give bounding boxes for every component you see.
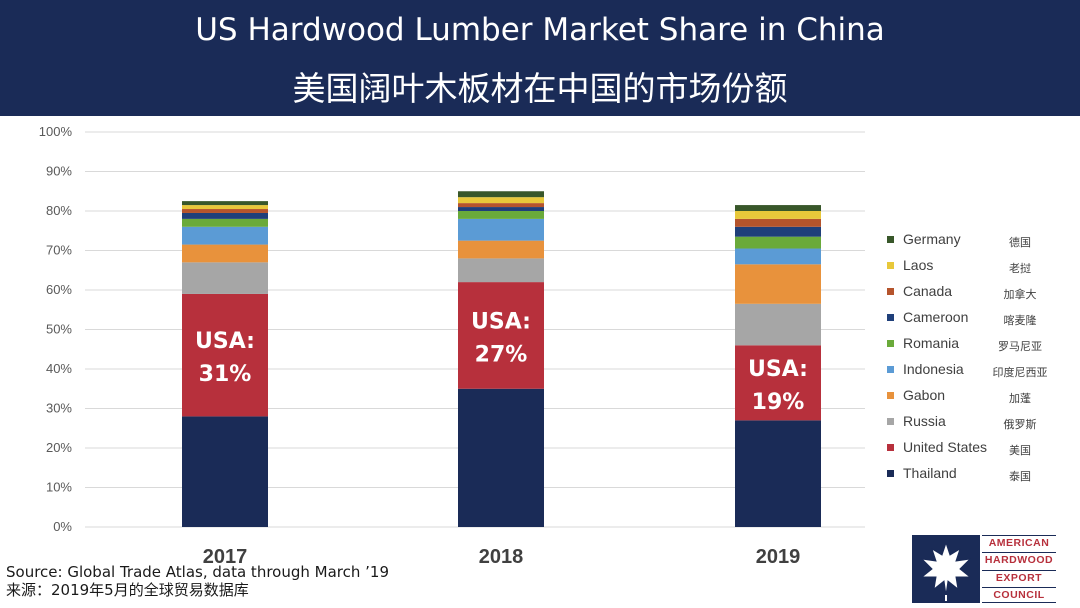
- leaf-logo-icon: [912, 535, 980, 603]
- title-chinese: 美国阔叶木板材在中国的市场份额: [292, 69, 788, 108]
- y-tick-label: 60%: [46, 282, 72, 297]
- bar-segment-thailand: [735, 420, 821, 527]
- source-english: Source: Global Trade Atlas, data through…: [6, 563, 389, 581]
- legend-label-zh: 俄罗斯: [1004, 418, 1037, 431]
- legend-label-zh: 加蓬: [1009, 392, 1031, 405]
- legend-label-zh: 加拿大: [1004, 287, 1037, 301]
- bar-segment-cameroon: [735, 226, 821, 237]
- legend-swatch: [887, 366, 894, 373]
- bar-segment-gabon: [458, 240, 544, 259]
- legend: Germany 德国 Laos 老挝 Canada 加拿大 Cameroon 喀麦隆 Roman…: [887, 231, 1048, 483]
- x-category-label: 2019: [756, 546, 801, 568]
- y-tick-label: 50%: [46, 322, 72, 337]
- legend-label: Cameroon: [903, 309, 968, 325]
- legend-label-zh: 泰国: [1009, 469, 1031, 483]
- logo-line: HARDWOOD: [982, 552, 1056, 567]
- x-category-label: 2018: [479, 546, 524, 568]
- y-tick-label: 90%: [46, 164, 72, 179]
- bar-segment-canada: [182, 209, 268, 213]
- bar-segment-laos: [735, 211, 821, 219]
- y-axis-ticks: 0% 10% 20% 30% 40% 50% 60% 70% 80% 90% 100%: [39, 124, 73, 534]
- bar-segment-canada: [735, 218, 821, 227]
- usa-annotations: USA: 31% USA: 27% USA: 19%: [195, 309, 808, 414]
- legend-swatch: [887, 236, 894, 243]
- legend-swatch: [887, 444, 894, 451]
- bar-segment-cameroon: [182, 212, 268, 219]
- y-tick-label: 80%: [46, 203, 72, 218]
- y-tick-label: 70%: [46, 243, 72, 258]
- y-tick-label: 40%: [46, 361, 72, 376]
- bar-segment-thailand: [458, 388, 544, 527]
- usa-share-label: 27%: [475, 342, 528, 367]
- usa-label: USA:: [195, 329, 255, 354]
- title-english: US Hardwood Lumber Market Share in China: [195, 12, 885, 48]
- y-tick-label: 0%: [53, 519, 72, 534]
- usa-label: USA:: [471, 309, 531, 334]
- legend-label-zh: 美国: [1009, 444, 1031, 457]
- bar-segment-germany: [458, 191, 544, 198]
- bar-segment-indonesia: [458, 218, 544, 241]
- bar-segment-russia: [458, 258, 544, 283]
- legend-swatch: [887, 262, 894, 269]
- bar-segment-romania: [182, 218, 268, 227]
- legend-swatch: [887, 470, 894, 477]
- legend-label: Russia: [903, 413, 946, 429]
- legend-label: Canada: [903, 283, 952, 299]
- bar-segment-gabon: [735, 264, 821, 304]
- bar-segment-romania: [458, 211, 544, 219]
- bar-segment-cameroon: [458, 207, 544, 211]
- y-tick-label: 10%: [46, 480, 72, 495]
- logo-text: AMERICAN HARDWOOD EXPORT COUNCIL: [982, 535, 1056, 603]
- legend-label-zh: 德国: [1009, 235, 1031, 249]
- header-banner: US Hardwood Lumber Market Share in China…: [0, 0, 1080, 116]
- source-note: Source: Global Trade Atlas, data through…: [6, 563, 389, 599]
- usa-share-label: 19%: [752, 390, 805, 415]
- source-chinese: 来源：2019年5月的全球贸易数据库: [6, 581, 249, 599]
- logo-line: AMERICAN: [982, 535, 1056, 550]
- legend-swatch: [887, 288, 894, 295]
- usa-share-label: 31%: [199, 362, 252, 387]
- bar-segment-indonesia: [735, 248, 821, 265]
- bar-segment-laos: [182, 205, 268, 210]
- logo-line: COUNCIL: [982, 586, 1056, 603]
- legend-label-zh: 老挝: [1009, 261, 1031, 275]
- legend-label: Thailand: [903, 465, 957, 481]
- bar-segment-united-states: [735, 345, 821, 421]
- bar-segment-russia: [182, 262, 268, 294]
- bars: [182, 191, 821, 527]
- x-axis-categories: 2017 2018 2019: [203, 546, 801, 568]
- bar-segment-canada: [458, 203, 544, 208]
- y-tick-label: 100%: [39, 124, 73, 139]
- logo-line: EXPORT: [982, 569, 1056, 585]
- legend-swatch: [887, 314, 894, 321]
- usa-label: USA:: [748, 357, 808, 382]
- legend-label-zh: 印度尼西亚: [993, 365, 1048, 379]
- y-tick-label: 30%: [46, 401, 72, 416]
- bar-segment-united-states: [182, 293, 268, 417]
- x-category-label: 2017: [203, 546, 248, 568]
- legend-label: Gabon: [903, 387, 945, 403]
- bar-segment-indonesia: [182, 226, 268, 245]
- bar-segment-romania: [735, 236, 821, 249]
- bar-segment-laos: [458, 197, 544, 204]
- legend-label: Laos: [903, 257, 933, 273]
- legend-swatch: [887, 392, 894, 399]
- bar-segment-united-states: [458, 282, 544, 389]
- legend-label-zh: 喀麦隆: [1004, 313, 1037, 327]
- ahec-logo: AMERICAN HARDWOOD EXPORT COUNCIL: [912, 535, 1056, 603]
- stacked-bar-chart: 0% 10% 20% 30% 40% 50% 60% 70% 80% 90% 100% USA: 31…: [39, 124, 1048, 568]
- legend-label: United States: [903, 439, 987, 455]
- y-tick-label: 20%: [46, 440, 72, 455]
- legend-swatch: [887, 418, 894, 425]
- bar-segment-germany: [735, 205, 821, 211]
- legend-swatch: [887, 340, 894, 347]
- bar-segment-russia: [735, 303, 821, 346]
- bar-segment-germany: [182, 201, 268, 206]
- legend-label: Indonesia: [903, 361, 964, 377]
- legend-label-zh: 罗马尼亚: [998, 340, 1042, 353]
- bar-segment-thailand: [182, 416, 268, 527]
- legend-label: Romania: [903, 335, 959, 351]
- bar-segment-gabon: [182, 244, 268, 263]
- legend-label: Germany: [903, 231, 961, 247]
